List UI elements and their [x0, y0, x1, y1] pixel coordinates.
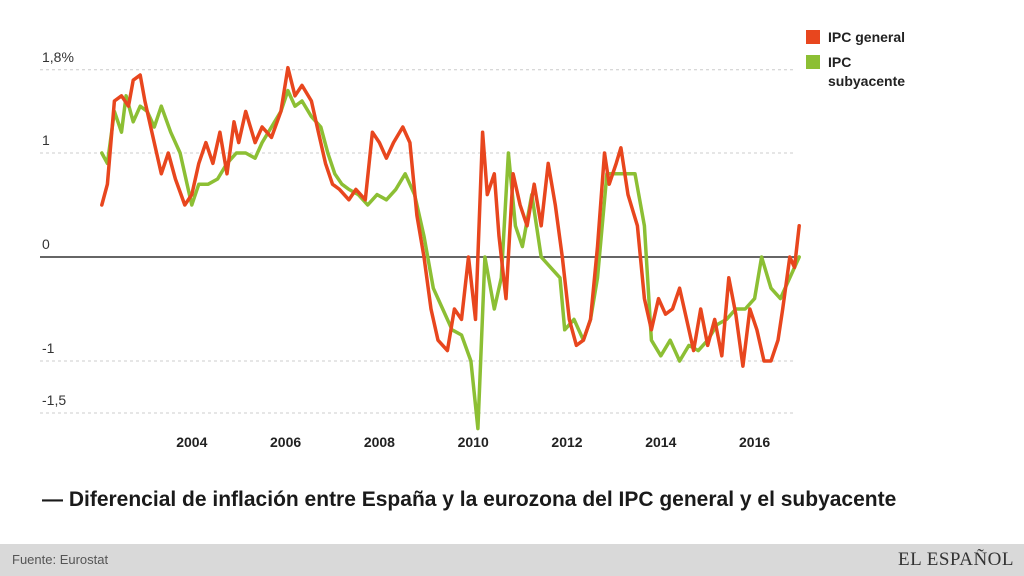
y-tick-label: -1,5 — [42, 392, 66, 408]
x-axis-labels: 2004 2006 2008 2010 2012 2014 2016 — [176, 434, 770, 450]
legend-label-ipc-general: IPC general — [828, 29, 906, 45]
y-tick-label: 0 — [42, 236, 50, 252]
x-tick-label: 2008 — [364, 434, 395, 450]
x-tick-label: 2014 — [645, 434, 676, 450]
x-tick-label: 2016 — [739, 434, 770, 450]
y-tick-label: -1 — [42, 340, 55, 356]
x-tick-label: 2010 — [458, 434, 489, 450]
x-tick-label: 2004 — [176, 434, 207, 450]
series-lines — [100, 65, 801, 431]
legend-label-ipc-subyacente: IPC subyacente — [828, 54, 906, 89]
grid-lines — [40, 69, 795, 414]
footer: Fuente: Eurostat EL ESPAÑOL — [0, 544, 1024, 576]
y-tick-label: 1,8% — [42, 49, 74, 65]
source-text: Fuente: Eurostat — [12, 552, 109, 567]
legend-swatch-ipc-subyacente — [806, 55, 820, 69]
legend-swatch-ipc-general — [806, 30, 820, 44]
chart-subtitle: — Diferencial de inflación entre España … — [42, 488, 897, 511]
x-tick-label: 2012 — [551, 434, 582, 450]
series-line — [100, 88, 801, 431]
line-chart: 1,8% 1 0 -1 -1,5 2004 2006 2008 2010 2012 2014 201… — [40, 49, 801, 450]
x-tick-label: 2006 — [270, 434, 301, 450]
y-tick-label: 1 — [42, 132, 50, 148]
legend-item-ipc-subyacente: IPC subyacente — [806, 53, 920, 91]
brand-logo: EL ESPAÑOL — [897, 549, 1014, 570]
y-axis-labels: 1,8% 1 0 -1 -1,5 — [42, 49, 74, 408]
legend: IPC general IPC subyacente — [806, 28, 920, 97]
series-line — [100, 65, 801, 368]
legend-item-ipc-general: IPC general — [806, 28, 920, 47]
